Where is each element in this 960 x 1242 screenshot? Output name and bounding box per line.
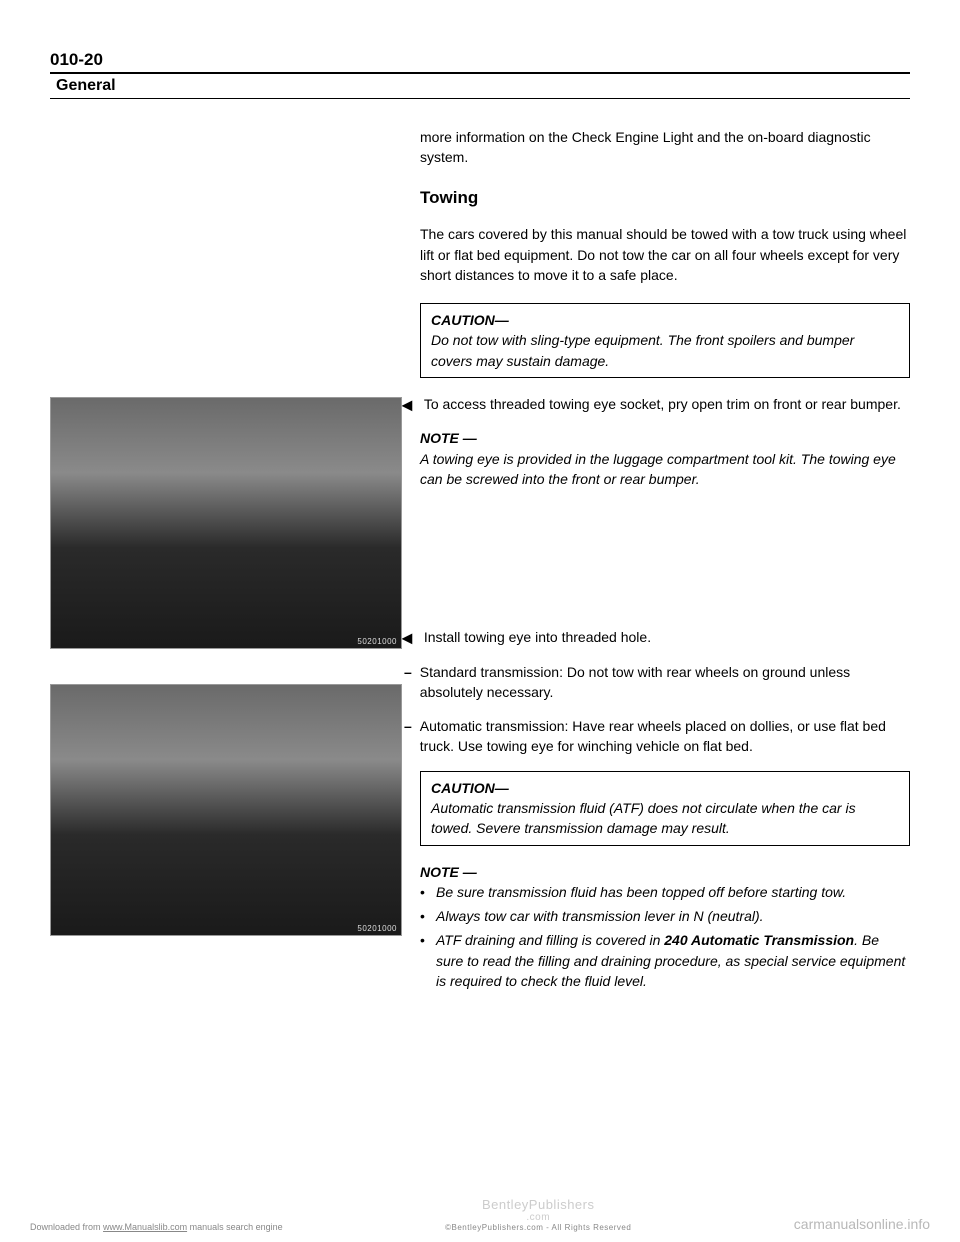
caution-title: CAUTION— xyxy=(431,780,509,796)
caution-text: Automatic transmission fluid (ATF) does … xyxy=(431,800,856,836)
note-list-item: Always tow car with transmission lever i… xyxy=(420,906,910,926)
dash-bullet-text: Standard transmission: Do not tow with r… xyxy=(420,662,910,703)
note-list-item: ATF draining and filling is covered in 2… xyxy=(420,930,910,991)
section-label: General xyxy=(56,77,116,94)
arrow-step-text: Install towing eye into threaded hole. xyxy=(424,627,651,647)
note-list-item: Be sure transmission fluid has been topp… xyxy=(420,882,910,902)
dash-bullet-icon: – xyxy=(404,716,412,736)
footer-center: BentleyPublishers .com ©BentleyPublisher… xyxy=(445,1197,631,1232)
note-list: Be sure transmission fluid has been topp… xyxy=(420,882,910,991)
section-header-bar: General xyxy=(50,72,910,99)
note-title: NOTE — xyxy=(420,864,477,880)
caution-text: Do not tow with sling-type equipment. Th… xyxy=(431,332,854,368)
note-title: NOTE — xyxy=(420,430,477,446)
figure-column: 50201000 50201000 xyxy=(50,127,400,1009)
note-text: A towing eye is provided in the luggage … xyxy=(420,451,896,487)
footer-link[interactable]: www.Manualslib.com xyxy=(103,1222,187,1232)
figure-tag: 50201000 xyxy=(357,637,397,646)
towing-heading: Towing xyxy=(420,186,910,211)
dash-bullet-text: Automatic transmission: Have rear wheels… xyxy=(420,716,910,757)
text-column: more information on the Check Engine Lig… xyxy=(420,127,910,1009)
figure-tag: 50201000 xyxy=(357,924,397,933)
page-number: 010-20 xyxy=(50,50,910,70)
page-footer: Downloaded from www.Manualslib.com manua… xyxy=(0,1197,960,1232)
towing-paragraph: The cars covered by this manual should b… xyxy=(420,224,910,285)
footer-watermark: carmanualsonline.info xyxy=(794,1216,930,1232)
dash-bullet-icon: – xyxy=(404,662,412,682)
figure-towing-eye-installed: 50201000 xyxy=(50,684,402,936)
caution-box: CAUTION— Automatic transmission fluid (A… xyxy=(420,771,910,846)
caution-box: CAUTION— Do not tow with sling-type equi… xyxy=(420,303,910,378)
caution-title: CAUTION— xyxy=(431,312,509,328)
figure-towing-eye-socket: 50201000 xyxy=(50,397,402,649)
arrow-step-text: To access threaded towing eye socket, pr… xyxy=(424,394,901,414)
intro-paragraph: more information on the Check Engine Lig… xyxy=(420,127,910,168)
footer-left: Downloaded from www.Manualslib.com manua… xyxy=(30,1222,283,1232)
